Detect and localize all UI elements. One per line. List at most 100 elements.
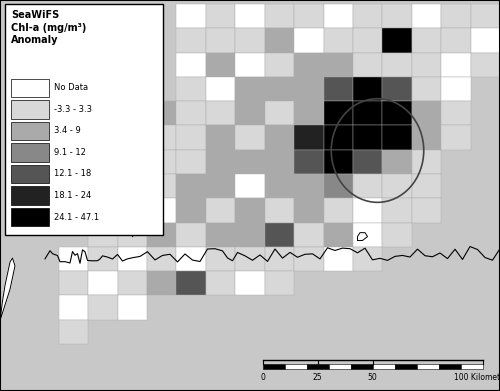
Bar bbox=[353, 150, 382, 174]
Bar bbox=[324, 101, 353, 126]
Bar bbox=[350, 364, 372, 369]
Bar bbox=[236, 174, 264, 198]
Bar bbox=[118, 296, 147, 320]
Bar bbox=[382, 198, 412, 222]
Bar bbox=[294, 150, 324, 174]
Bar bbox=[206, 222, 236, 247]
Bar bbox=[147, 247, 176, 271]
Bar bbox=[353, 28, 382, 52]
Bar bbox=[294, 52, 324, 77]
Bar bbox=[88, 296, 118, 320]
Bar bbox=[11, 186, 49, 205]
Bar bbox=[59, 296, 88, 320]
Text: 9.1 - 12: 9.1 - 12 bbox=[54, 148, 86, 157]
Bar bbox=[382, 4, 412, 28]
Bar bbox=[412, 4, 441, 28]
Bar bbox=[294, 28, 324, 52]
Bar bbox=[460, 364, 482, 369]
Bar bbox=[294, 4, 324, 28]
Bar bbox=[236, 101, 264, 126]
Bar bbox=[176, 222, 206, 247]
Bar bbox=[441, 4, 470, 28]
Bar bbox=[324, 28, 353, 52]
Bar bbox=[206, 126, 236, 150]
Bar bbox=[412, 150, 441, 174]
Bar bbox=[176, 198, 206, 222]
Polygon shape bbox=[0, 258, 15, 321]
Bar bbox=[236, 126, 264, 150]
Bar bbox=[264, 77, 294, 101]
Bar bbox=[294, 101, 324, 126]
Bar bbox=[382, 28, 412, 52]
Bar bbox=[236, 247, 264, 271]
Bar bbox=[382, 126, 412, 150]
Bar bbox=[324, 174, 353, 198]
Bar bbox=[236, 222, 264, 247]
Bar bbox=[176, 271, 206, 296]
Bar bbox=[382, 52, 412, 77]
Bar bbox=[118, 247, 147, 271]
Bar bbox=[412, 101, 441, 126]
Bar bbox=[441, 77, 470, 101]
Bar bbox=[353, 198, 382, 222]
Bar bbox=[324, 222, 353, 247]
Bar bbox=[353, 126, 382, 150]
Text: -3.3 - 3.3: -3.3 - 3.3 bbox=[54, 105, 92, 114]
Bar bbox=[236, 77, 264, 101]
Bar bbox=[394, 364, 416, 369]
Bar bbox=[441, 52, 470, 77]
Bar bbox=[176, 247, 206, 271]
Bar bbox=[176, 28, 206, 52]
Bar bbox=[353, 77, 382, 101]
Bar bbox=[11, 122, 49, 140]
Bar bbox=[206, 247, 236, 271]
Bar bbox=[382, 101, 412, 126]
Bar bbox=[412, 198, 441, 222]
Bar bbox=[236, 271, 264, 296]
Bar bbox=[176, 4, 206, 28]
Bar bbox=[264, 150, 294, 174]
Bar bbox=[264, 247, 294, 271]
Bar bbox=[11, 79, 49, 97]
Bar bbox=[264, 126, 294, 150]
Bar bbox=[441, 101, 470, 126]
Bar bbox=[353, 247, 382, 271]
Bar bbox=[176, 101, 206, 126]
Text: SeaWiFS
Chl-a (mg/m³)
Anomaly: SeaWiFS Chl-a (mg/m³) Anomaly bbox=[11, 10, 86, 45]
Bar bbox=[412, 174, 441, 198]
Bar bbox=[294, 77, 324, 101]
Bar bbox=[206, 198, 236, 222]
Polygon shape bbox=[130, 215, 158, 237]
Bar bbox=[147, 198, 176, 222]
Bar bbox=[236, 150, 264, 174]
Bar bbox=[353, 4, 382, 28]
Bar bbox=[353, 222, 382, 247]
Bar bbox=[236, 52, 264, 77]
Bar bbox=[11, 100, 49, 119]
Bar bbox=[236, 198, 264, 222]
Text: 18.1 - 24: 18.1 - 24 bbox=[54, 191, 92, 200]
Bar bbox=[324, 150, 353, 174]
Bar bbox=[206, 101, 236, 126]
Bar bbox=[264, 4, 294, 28]
Bar bbox=[353, 174, 382, 198]
Bar bbox=[5, 4, 162, 235]
Bar bbox=[324, 4, 353, 28]
Bar bbox=[264, 222, 294, 247]
Bar bbox=[118, 271, 147, 296]
Bar bbox=[147, 222, 176, 247]
Bar bbox=[328, 364, 350, 369]
Bar bbox=[236, 28, 264, 52]
Text: 50: 50 bbox=[368, 373, 378, 382]
Bar bbox=[176, 126, 206, 150]
Bar bbox=[147, 126, 176, 150]
Bar bbox=[176, 174, 206, 198]
Bar bbox=[470, 28, 500, 52]
Bar bbox=[324, 126, 353, 150]
Text: 3.4 - 9: 3.4 - 9 bbox=[54, 126, 81, 136]
Bar bbox=[294, 126, 324, 150]
Bar bbox=[147, 271, 176, 296]
Bar bbox=[372, 364, 394, 369]
Bar bbox=[206, 4, 236, 28]
Bar bbox=[294, 247, 324, 271]
